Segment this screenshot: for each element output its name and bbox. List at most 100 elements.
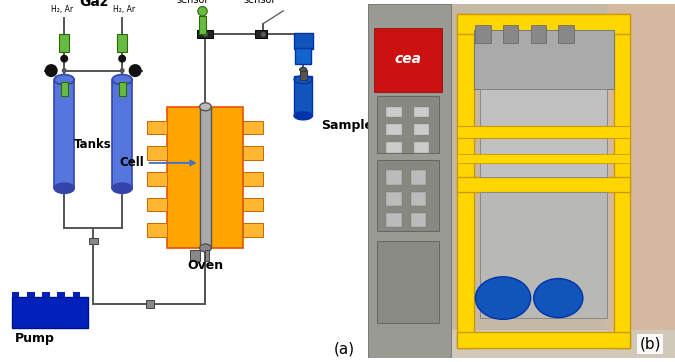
Bar [386, 142, 402, 153]
Bar [368, 330, 675, 358]
Ellipse shape [200, 244, 211, 252]
Bar [457, 154, 630, 163]
Bar [198, 30, 213, 38]
Bar [244, 198, 263, 211]
Text: cea: cea [394, 52, 421, 66]
Bar [255, 30, 267, 38]
Text: Pression
sensor: Pression sensor [172, 0, 213, 5]
Bar [386, 124, 402, 135]
Bar [377, 96, 439, 153]
Bar [414, 142, 429, 153]
Bar [148, 172, 167, 186]
Text: Tanks: Tanks [74, 138, 112, 151]
Bar [244, 121, 263, 134]
Ellipse shape [112, 183, 132, 193]
Bar [411, 171, 426, 185]
Bar [374, 29, 441, 92]
Bar [112, 80, 132, 188]
Bar [244, 223, 263, 237]
Bar [72, 292, 80, 297]
Bar [457, 177, 630, 191]
Bar [190, 250, 200, 261]
Text: (b): (b) [640, 337, 662, 352]
Bar [457, 14, 630, 34]
Bar [475, 25, 491, 43]
Ellipse shape [294, 112, 313, 120]
Circle shape [198, 7, 207, 16]
Bar [386, 191, 402, 206]
Text: Oven: Oven [188, 259, 223, 272]
Bar [368, 4, 451, 358]
Bar [558, 25, 574, 43]
Bar [480, 191, 608, 317]
Bar [480, 89, 608, 177]
Ellipse shape [54, 75, 74, 85]
Circle shape [203, 32, 208, 37]
Circle shape [60, 55, 68, 63]
Bar [414, 106, 429, 117]
Bar [386, 106, 402, 117]
Bar [42, 292, 50, 297]
Circle shape [129, 64, 142, 77]
Text: H₂, Ar: H₂, Ar [113, 5, 135, 14]
Bar [377, 160, 439, 231]
Bar [57, 292, 65, 297]
Bar [457, 332, 630, 348]
Circle shape [45, 64, 58, 77]
Bar [148, 146, 167, 160]
Bar [61, 82, 68, 96]
Text: Pump: Pump [16, 332, 55, 345]
Ellipse shape [200, 103, 211, 111]
Bar [146, 300, 154, 308]
Circle shape [119, 68, 125, 73]
Bar [27, 292, 34, 297]
Circle shape [61, 68, 67, 73]
Bar [411, 191, 426, 206]
Bar [59, 34, 70, 52]
Bar [11, 292, 20, 297]
Ellipse shape [112, 75, 132, 85]
Bar [200, 107, 211, 248]
Bar [199, 16, 206, 34]
Bar [11, 297, 88, 328]
Bar [457, 126, 630, 138]
Bar [614, 14, 630, 348]
Bar [608, 4, 675, 358]
Text: Cell: Cell [119, 156, 194, 169]
Text: Samples: Samples [321, 119, 381, 132]
Bar [377, 241, 439, 323]
Ellipse shape [294, 76, 313, 84]
Bar [386, 171, 402, 185]
Bar [414, 124, 429, 135]
Bar [531, 25, 546, 43]
Circle shape [118, 55, 126, 63]
Text: H₂, Ar: H₂, Ar [51, 5, 74, 14]
Ellipse shape [534, 279, 583, 317]
Ellipse shape [54, 183, 74, 193]
Text: Gaz: Gaz [79, 0, 107, 9]
Bar [294, 33, 313, 49]
Bar [457, 14, 474, 348]
Bar [148, 223, 167, 237]
Text: (a): (a) [334, 342, 355, 357]
Bar [244, 146, 263, 160]
Bar [244, 172, 263, 186]
Bar [295, 48, 311, 64]
Text: Temperature
sensor: Temperature sensor [229, 0, 291, 5]
Bar [474, 30, 614, 89]
Bar [119, 82, 126, 96]
Bar [167, 107, 244, 248]
Bar [386, 213, 402, 227]
Circle shape [261, 32, 266, 37]
Bar [205, 250, 209, 261]
Bar [294, 76, 313, 116]
Bar [503, 25, 518, 43]
Bar [411, 213, 426, 227]
Bar [148, 121, 167, 134]
Bar [148, 198, 167, 211]
Bar [300, 70, 306, 80]
Ellipse shape [475, 277, 531, 319]
Bar [117, 34, 127, 52]
Ellipse shape [300, 67, 306, 72]
Bar [54, 80, 74, 188]
